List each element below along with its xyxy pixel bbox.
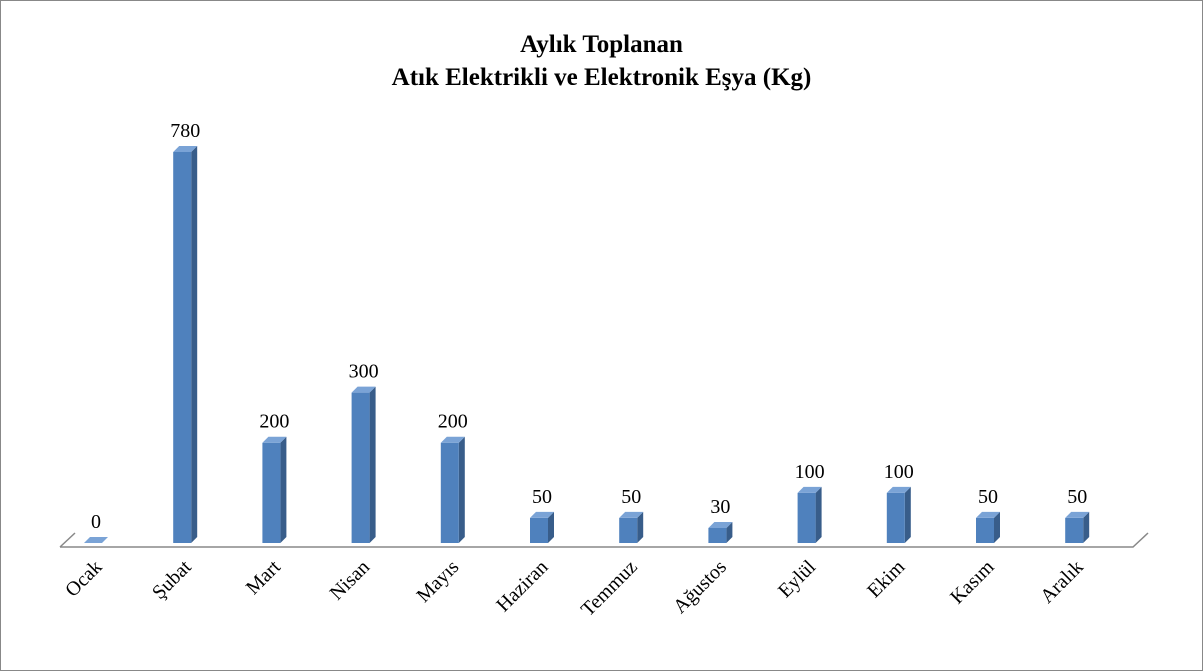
value-label: 100 <box>795 461 825 483</box>
bar <box>1065 511 1090 543</box>
bar-side <box>815 486 822 543</box>
bar-front <box>976 517 994 543</box>
bar-side <box>458 436 465 543</box>
bar-top <box>84 537 108 543</box>
bar <box>619 511 644 543</box>
bar <box>262 436 287 543</box>
bar-side <box>548 511 554 543</box>
bar <box>886 486 911 543</box>
bar-top <box>797 486 822 493</box>
chart-title: Aylık Toplanan Atık Elektrikli ve Elektr… <box>391 31 812 91</box>
bar-front <box>173 152 192 543</box>
bar-side <box>191 146 198 543</box>
bar-top <box>351 386 376 393</box>
floor <box>60 532 1149 548</box>
value-label: 50 <box>1067 486 1087 508</box>
value-label: 200 <box>259 411 289 433</box>
bar-side <box>280 436 287 543</box>
bar-side <box>726 521 733 543</box>
value-label: 50 <box>532 486 552 508</box>
bar-top <box>440 436 465 443</box>
bar <box>797 486 822 543</box>
bar <box>530 511 554 543</box>
bar-top <box>976 511 1000 518</box>
bar-side <box>994 511 1000 543</box>
bar-top <box>530 511 554 518</box>
bar-side <box>369 386 376 543</box>
value-label: 100 <box>884 461 914 483</box>
bar <box>84 537 108 543</box>
bar-side <box>1083 511 1090 543</box>
bar-side <box>637 511 644 543</box>
value-label: 50 <box>621 486 641 508</box>
bar-front <box>351 392 370 543</box>
bar-front <box>619 517 638 543</box>
bar <box>351 386 376 543</box>
bar <box>440 436 465 543</box>
bar-front <box>797 492 816 543</box>
bar-front <box>708 527 727 543</box>
value-label: 200 <box>438 411 468 433</box>
floor-edge <box>59 532 76 548</box>
value-label: 780 <box>170 120 200 142</box>
bar <box>708 521 733 543</box>
value-label: 300 <box>349 361 379 383</box>
bar-top <box>1065 511 1090 518</box>
bar-top <box>262 436 287 443</box>
bar-front <box>262 442 281 543</box>
bar-front <box>886 492 905 543</box>
bar-side <box>904 486 911 543</box>
bar-front <box>440 442 459 543</box>
bar-top <box>708 521 733 528</box>
bar-top <box>173 146 198 152</box>
bar-front <box>530 517 548 543</box>
bar-top <box>886 486 911 493</box>
bar <box>976 511 1000 543</box>
bar-top <box>619 511 644 518</box>
bar <box>173 146 198 543</box>
value-label: 30 <box>710 496 730 518</box>
value-label: 0 <box>91 511 101 533</box>
value-label: 50 <box>978 486 998 508</box>
bar-front <box>1065 517 1084 543</box>
